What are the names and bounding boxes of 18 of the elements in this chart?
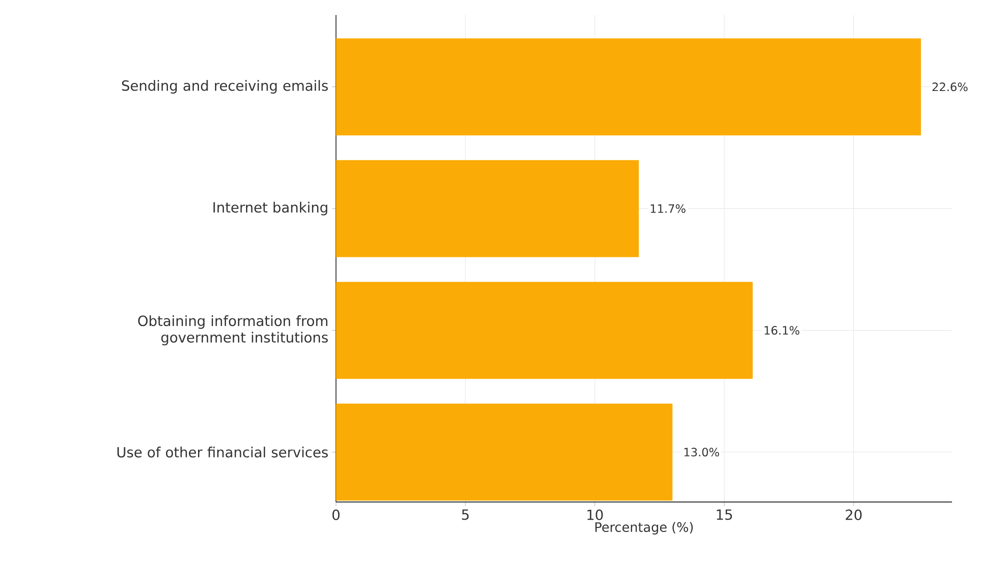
bar (336, 38, 921, 136)
y-tick-label: Obtaining information from government institutions (138, 315, 328, 346)
x-tick-label: 0 (332, 510, 340, 520)
y-tick-label: Use of other financial services (117, 446, 328, 458)
y-tick-label: Internet banking (214, 202, 328, 216)
x-tick-label: 10 (587, 510, 603, 520)
y-tick-label: Sending and receiving emails (122, 80, 328, 94)
x-tick-label: 20 (846, 510, 862, 520)
x-axis-title: Percentage (%) (595, 522, 693, 535)
bar (336, 404, 672, 501)
bar (336, 282, 753, 379)
data-label: 16.1% (764, 326, 800, 335)
x-tick-label: 15 (716, 510, 732, 520)
bar (336, 160, 639, 258)
data-label: 22.6% (932, 82, 968, 92)
data-label: 13.0% (684, 448, 720, 456)
data-label: 11.7% (650, 204, 686, 213)
x-tick-label: 5 (462, 510, 469, 520)
